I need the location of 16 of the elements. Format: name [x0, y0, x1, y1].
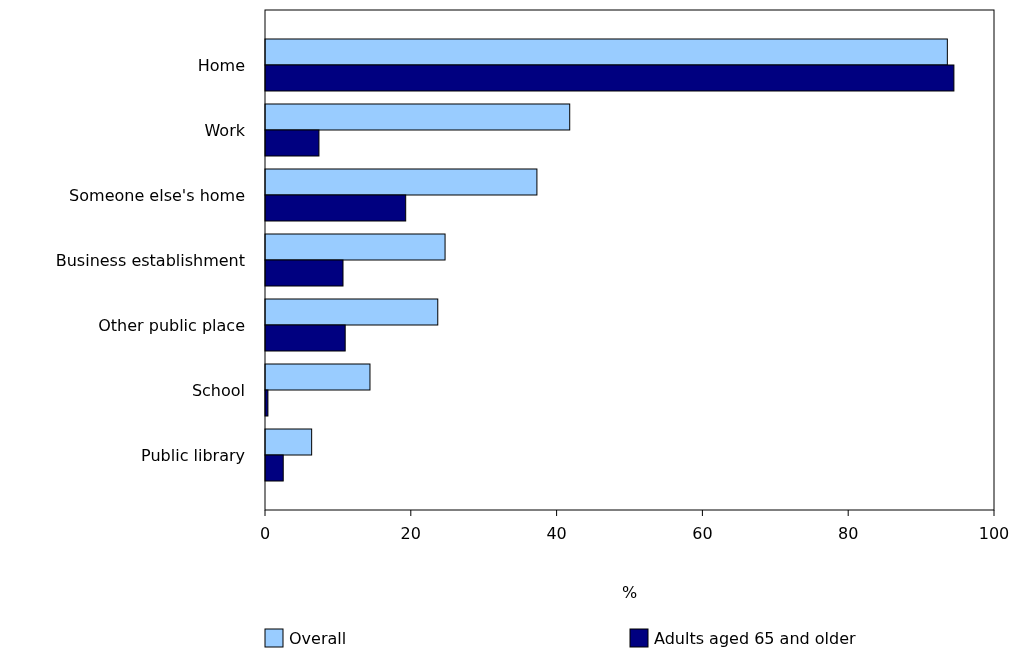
x-tick-label: 100: [978, 524, 1010, 543]
y-tick-label: Public library: [141, 446, 245, 466]
y-tick-label: School: [191, 381, 245, 401]
x-axis-title: %: [621, 583, 638, 602]
y-tick-label: Other public place: [98, 316, 245, 335]
x-tick-label: 0: [259, 524, 271, 543]
y-tick-label: Home: [197, 55, 245, 75]
x-tick-label: 60: [692, 524, 713, 543]
y-tick-label: Business establishment: [55, 251, 245, 270]
x-tick-label: 20: [400, 524, 421, 543]
x-tick-label: 80: [838, 524, 859, 543]
legend-label: Adults aged 65 and older: [654, 629, 857, 648]
y-tick-label: Someone else's home: [69, 186, 245, 205]
y-tick-label: Work: [204, 120, 246, 140]
legend-label: Overall: [289, 629, 347, 648]
x-tick-label: 40: [546, 524, 567, 543]
